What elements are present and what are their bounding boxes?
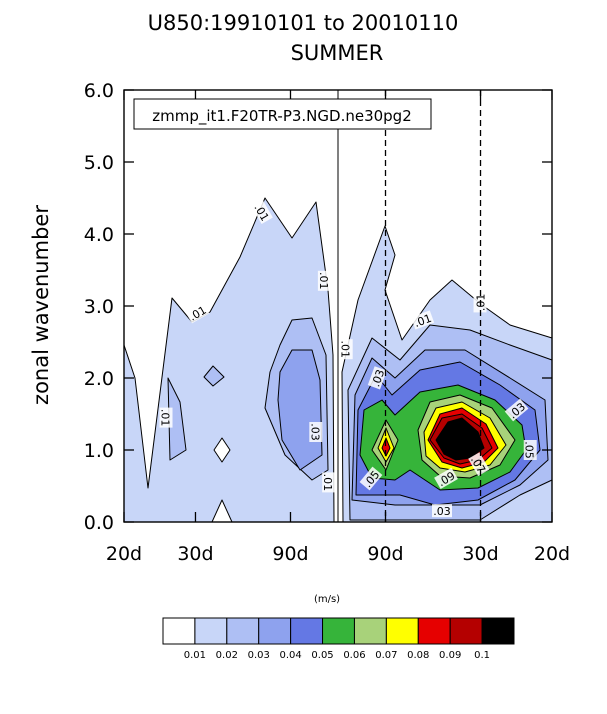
svg-text:.01: .01 [317, 272, 330, 290]
x-tick-label: 30d [462, 543, 498, 565]
svg-text:.03: .03 [433, 505, 451, 518]
colorbar-swatch [385, 617, 419, 645]
contour-label: .01 [339, 339, 353, 360]
contour-label: .01 [321, 472, 336, 493]
x-tick-label: 20d [534, 543, 570, 565]
y-tick-label: 5.0 [84, 152, 114, 174]
colorbar-swatch [481, 617, 515, 645]
y-tick-label: 4.0 [84, 224, 114, 246]
svg-text:.01: .01 [159, 409, 172, 427]
colorbar-swatch [353, 617, 387, 645]
y-axis-label: zonal wavenumber [29, 205, 53, 405]
colorbar-swatch [194, 617, 228, 645]
chart-title: U850:19910101 to 20010110 [148, 11, 459, 35]
contour-label: .01 [317, 270, 331, 291]
colorbar-label: 0.06 [343, 650, 365, 661]
colorbar-label: 0.08 [407, 650, 429, 661]
contour-label: .03 [432, 504, 453, 518]
x-tick-label: 90d [272, 543, 308, 565]
y-tick-label: 6.0 [84, 80, 114, 102]
case-label-box [133, 98, 432, 130]
colorbar-swatch [162, 617, 196, 645]
colorbar-swatch [226, 617, 260, 645]
colorbar-swatch [449, 617, 483, 645]
colorbar-swatch [417, 617, 451, 645]
colorbar-label: 0.07 [375, 650, 397, 661]
chart-subtitle: SUMMER [291, 41, 384, 65]
svg-text:.01: .01 [412, 312, 433, 330]
svg-text:.03: .03 [369, 368, 387, 389]
svg-text:.01: .01 [321, 474, 334, 492]
colorbar-swatch [290, 617, 324, 645]
y-axis-ticks: 0.0 1.0 2.0 3.0 4.0 5.0 6.0 [84, 80, 552, 534]
svg-text:.03: .03 [308, 423, 321, 441]
svg-text:.05: .05 [523, 441, 536, 459]
colorbar-label: 0.05 [311, 650, 333, 661]
contour-region-max [435, 417, 485, 461]
contour-label: .01 [410, 310, 435, 330]
x-tick-label: 20d [106, 543, 142, 565]
colorbar-label: 0.03 [248, 650, 270, 661]
contour-region-0.09 [381, 437, 391, 457]
contour-region-0.03-small2 [203, 365, 225, 387]
colorbar: 0.01 0.02 0.03 0.04 0.05 0.06 0.07 0.08 0.09 0.1 [162, 617, 515, 661]
colorbar-label: 0.09 [439, 650, 461, 661]
colorbar-label: 0.02 [216, 650, 238, 661]
case-label: zmmp_it1.F20TR-P3.NGD.ne30pg2 [152, 107, 412, 126]
y-tick-label: 2.0 [84, 368, 114, 390]
colorbar-swatch [322, 617, 355, 645]
y-tick-label: 0.0 [84, 512, 114, 534]
contour-region-0.01-patch1 [213, 437, 231, 463]
contour-label: .03 [308, 422, 323, 442]
contour-region-0.03-small1 [167, 377, 187, 461]
contour-label: .03 [367, 366, 387, 390]
y-tick-label: 1.0 [84, 440, 114, 462]
colorbar-swatch [258, 617, 292, 645]
colorbar-label: 0.04 [280, 650, 302, 661]
colorbar-label: 0.1 [474, 650, 490, 661]
x-tick-label: 90d [367, 543, 403, 565]
svg-text:.01: .01 [339, 340, 352, 358]
y-tick-label: 3.0 [84, 296, 114, 318]
dashed-period-lines [384, 90, 482, 522]
colorbar-units: (m/s) [314, 594, 340, 605]
colorbar-label: 0.01 [184, 650, 206, 661]
contour-label: .05 [523, 440, 537, 460]
contour-label: .01 [159, 407, 173, 428]
x-axis-ticks: 20d 30d 90d 90d 30d 20d [106, 90, 570, 565]
x-tick-label: 30d [177, 543, 213, 565]
